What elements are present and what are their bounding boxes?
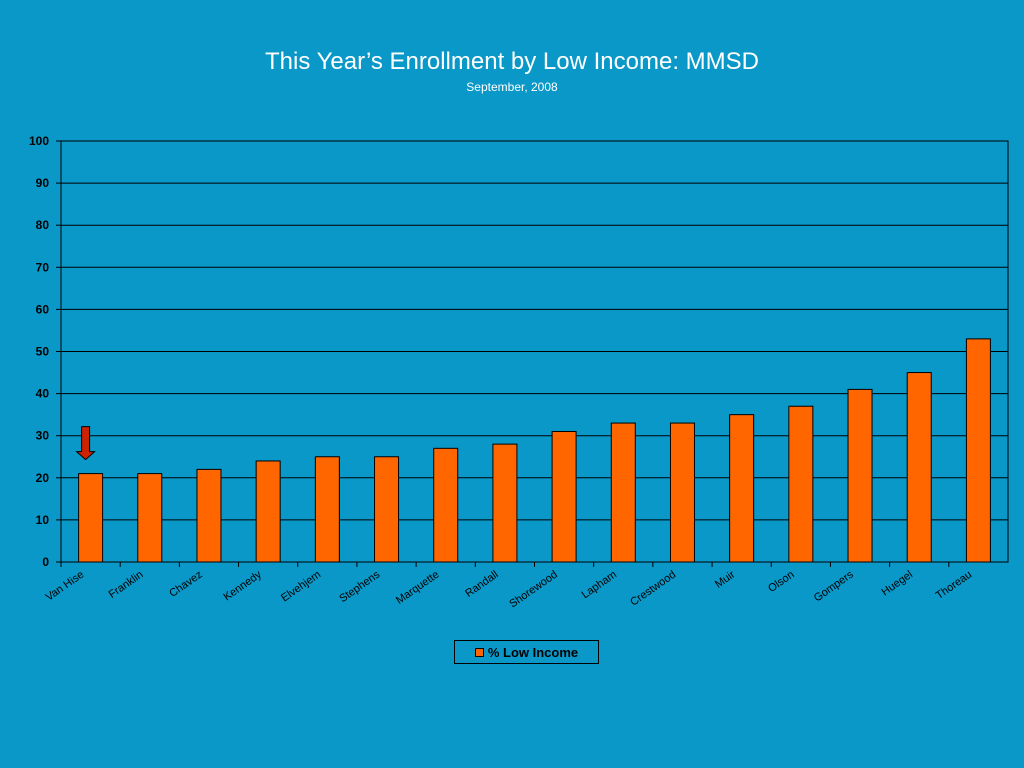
bars (78, 338, 991, 563)
bar (729, 414, 755, 563)
x-tick-label: Chavez (167, 569, 204, 600)
bar (551, 430, 577, 563)
plot-frame (60, 140, 1009, 563)
bar (669, 422, 695, 563)
x-tick-label: Olson (766, 569, 796, 595)
bar (433, 447, 459, 563)
chart-subtitle: September, 2008 (466, 80, 558, 94)
y-tick-label: 90 (36, 176, 50, 190)
y-tick-label: 80 (36, 218, 50, 232)
bar (965, 338, 991, 563)
y-tick-label: 0 (42, 555, 49, 569)
x-tick-label: Elvehjem (279, 569, 323, 605)
x-tick-label: Crestwood (628, 569, 678, 609)
x-tick-label: Marquette (394, 569, 441, 607)
bar (374, 456, 400, 563)
bar (255, 460, 281, 563)
bar (847, 388, 873, 563)
y-tick-labels: 0 10 20 30 40 50 60 70 80 90 100 (29, 134, 49, 569)
annotations (75, 426, 96, 461)
x-tick-label: Franklin (107, 569, 146, 601)
bar (906, 372, 932, 563)
y-tick-label: 20 (36, 471, 50, 485)
x-tick-label: Shorewood (507, 569, 559, 611)
x-tick-label: Gompers (812, 568, 856, 604)
x-tick-label: Muir (713, 568, 738, 590)
down-arrow-icon (75, 426, 96, 461)
axes (56, 140, 1009, 567)
bar (314, 456, 340, 563)
y-tick-label: 40 (36, 387, 50, 401)
bar (492, 443, 518, 563)
bar (78, 473, 104, 563)
x-tick-label: Lapham (580, 569, 619, 602)
legend: % Low Income (454, 640, 599, 664)
x-tick-label: Thoreau (934, 569, 974, 602)
x-tick-label: Kennedy (221, 568, 264, 603)
bar (137, 473, 163, 563)
y-tick-label: 30 (36, 429, 50, 443)
y-tick-label: 70 (36, 260, 50, 274)
legend-swatch (474, 647, 484, 657)
y-tick-label: 100 (29, 134, 49, 148)
y-tick-label: 60 (36, 302, 50, 316)
bar (196, 468, 222, 563)
x-tick-label: Huegel (880, 569, 915, 599)
y-tick-label: 10 (36, 513, 50, 527)
x-tick-label: Van Hise (44, 569, 87, 604)
chart-title: This Year’s Enrollment by Low Income: MM… (265, 48, 759, 75)
bar (610, 422, 636, 563)
x-tick-label: Randall (463, 569, 500, 600)
x-tick-label: Stephens (337, 568, 382, 605)
legend-label: % Low Income (487, 644, 579, 660)
y-tick-label: 50 (36, 345, 50, 359)
x-tick-labels: Van Hise Franklin Chavez Kennedy Elvehjem Ste… (44, 568, 975, 610)
bar (788, 405, 814, 563)
